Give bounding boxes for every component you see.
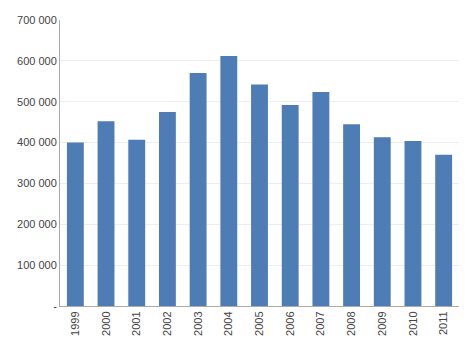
- svg-text:2004: 2004: [222, 311, 234, 335]
- svg-text:2009: 2009: [376, 311, 388, 335]
- svg-text:2010: 2010: [407, 311, 419, 335]
- svg-text:200 000: 200 000: [17, 218, 57, 230]
- svg-text:500 000: 500 000: [17, 96, 57, 108]
- svg-text:2002: 2002: [161, 311, 173, 335]
- svg-text:600 000: 600 000: [17, 55, 57, 67]
- svg-text:700 000: 700 000: [17, 14, 57, 26]
- svg-text:2006: 2006: [284, 311, 296, 335]
- svg-text:100 000: 100 000: [17, 259, 57, 271]
- svg-text:1999: 1999: [69, 311, 81, 335]
- svg-text:2008: 2008: [345, 311, 357, 335]
- svg-text:-: -: [53, 300, 57, 312]
- svg-text:2007: 2007: [314, 311, 326, 335]
- svg-text:2005: 2005: [253, 311, 265, 335]
- svg-text:2000: 2000: [100, 311, 112, 335]
- svg-text:2011: 2011: [437, 311, 449, 335]
- svg-text:300 000: 300 000: [17, 177, 57, 189]
- svg-text:2003: 2003: [192, 311, 204, 335]
- svg-text:400 000: 400 000: [17, 136, 57, 148]
- svg-text:2001: 2001: [130, 311, 142, 335]
